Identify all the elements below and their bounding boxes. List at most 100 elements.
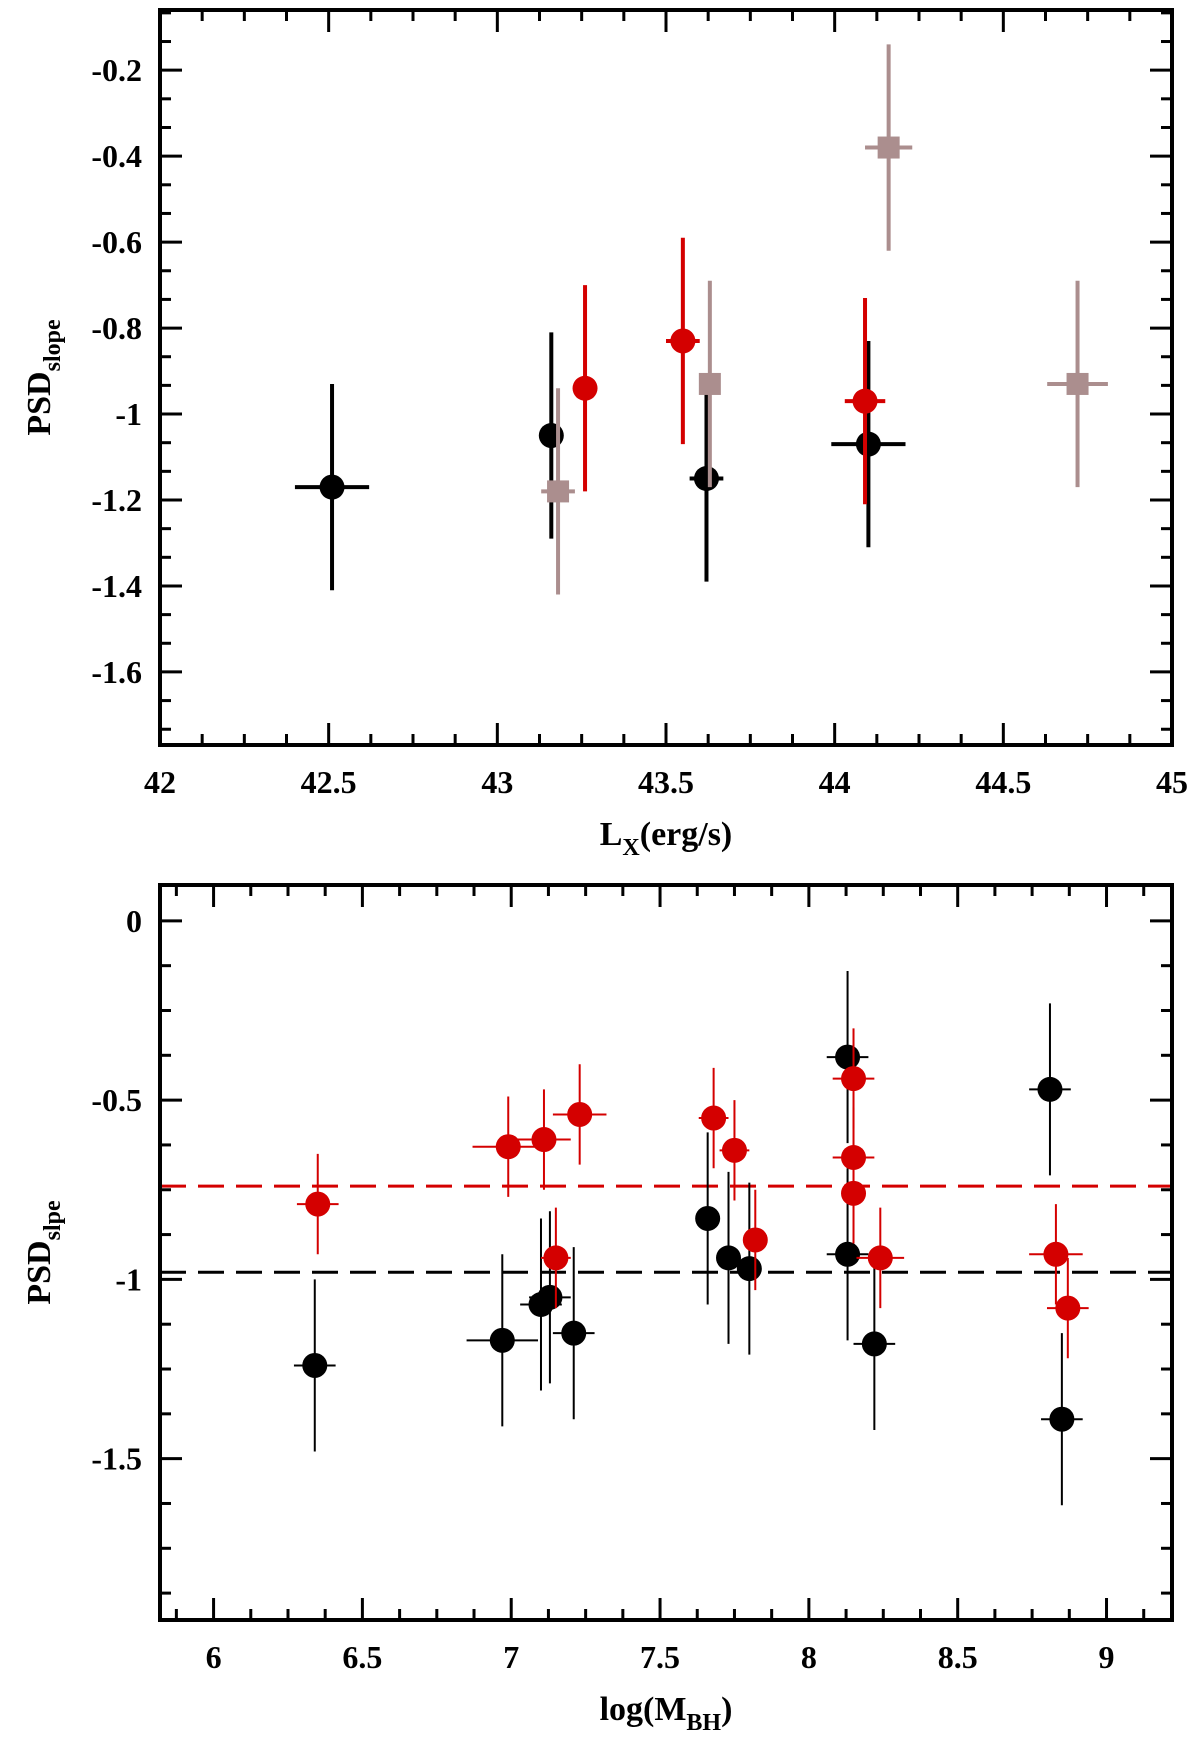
x-tick-label: 42.5 [301,764,357,800]
square-marker [1066,372,1089,395]
circle-marker [670,328,696,354]
data-point [517,1089,571,1190]
circle-marker [867,1245,893,1271]
x-tick-label: 7.5 [640,1639,680,1675]
circle-marker [852,388,878,414]
y-tick-label: -1 [115,396,142,432]
y-axis-label-sub: slope [40,319,66,371]
y-axis-label: PSDslpe [21,1200,66,1305]
y-tick-label: 0 [126,903,142,939]
x-axis-label: log(MBH) [600,1691,733,1736]
data-point [572,285,598,492]
circle-marker [841,1180,867,1206]
x-axis-label-main: log(M [600,1691,687,1728]
circle-marker [537,1284,563,1310]
y-tick-label: -1.6 [91,654,142,690]
y-axis-label-main: PSD [21,1240,58,1304]
y-tick-label: -0.5 [91,1082,142,1118]
x-axis-label-sub: X [622,835,640,861]
data-point [529,1211,571,1384]
x-axis-label-unit: (erg/s) [640,816,733,853]
circle-marker [489,1327,515,1353]
square-marker [698,372,721,395]
circle-marker [319,474,345,500]
x-tick-label: 9 [1099,1639,1115,1675]
data-point [841,1143,867,1244]
data-point [538,332,564,539]
x-tick-label: 42 [144,764,176,800]
circle-marker [695,1205,721,1231]
data-point [698,1067,729,1169]
data-point [698,280,721,488]
data-point [472,1096,544,1197]
circle-marker [1049,1406,1075,1432]
circle-marker [1043,1241,1069,1267]
x-tick-label: 45 [1156,764,1188,800]
circle-marker [1055,1295,1081,1321]
data-point [736,1182,762,1355]
y-tick-label: -0.2 [91,52,142,88]
circle-marker [701,1105,727,1131]
data-point [466,1254,539,1427]
y-tick-label: -1.5 [91,1441,142,1477]
data-point [742,1189,768,1291]
x-tick-label: 44 [819,764,851,800]
circle-marker [855,431,881,457]
data-point [844,297,886,505]
y-tick-label: -1.4 [91,568,142,604]
circle-marker [572,375,598,401]
circle-marker [742,1227,768,1253]
circle-marker [835,1044,861,1070]
data-point [552,1247,595,1420]
plot-frame [158,883,1174,1622]
data-point [1047,280,1108,488]
y-axis-label-main: PSD [21,371,58,435]
data-point [695,1132,721,1305]
y-tick-label: -1.2 [91,482,142,518]
circle-marker [835,1241,861,1267]
plot-frame [158,8,1174,747]
circle-marker [495,1134,521,1160]
x-tick-label: 8 [801,1639,817,1675]
data-point [1029,1003,1071,1176]
x-tick-label: 43 [481,764,513,800]
square-marker [547,480,570,503]
circle-marker [538,423,564,449]
data-point [831,340,906,548]
x-tick-label: 8.5 [938,1639,978,1675]
circle-marker [543,1245,569,1271]
data-point [689,375,724,582]
data-point [826,971,869,1144]
data-point [719,1100,750,1201]
x-tick-label: 6 [206,1639,222,1675]
data-point [541,388,575,595]
data-point [293,1279,336,1452]
circle-marker [305,1191,331,1217]
data-point [540,1207,571,1309]
circle-marker [716,1245,742,1271]
y-axis-label-sub: slpe [40,1200,66,1240]
square-marker [877,136,900,159]
x-axis-label: LX(erg/s) [600,816,733,861]
y-tick-label: -0.6 [91,224,142,260]
x-tick-label: 6.5 [342,1639,382,1675]
data-point [552,1064,607,1165]
data-point [832,1028,875,1129]
data-point [294,383,370,591]
data-point [853,1257,896,1430]
data-point [716,1171,742,1344]
circle-marker [841,1066,867,1092]
circle-marker [561,1320,587,1346]
circle-marker [693,466,719,492]
circle-marker [721,1137,747,1163]
data-point [666,237,700,445]
data-point [856,1207,905,1309]
x-axis-label-unit: ) [721,1691,732,1728]
y-axis-label: PSDslope [21,319,66,436]
data-point [296,1153,339,1255]
x-tick-label: 44.5 [975,764,1031,800]
circle-marker [861,1331,887,1357]
y-tick-label: -0.8 [91,310,142,346]
data-point [1041,1333,1083,1506]
